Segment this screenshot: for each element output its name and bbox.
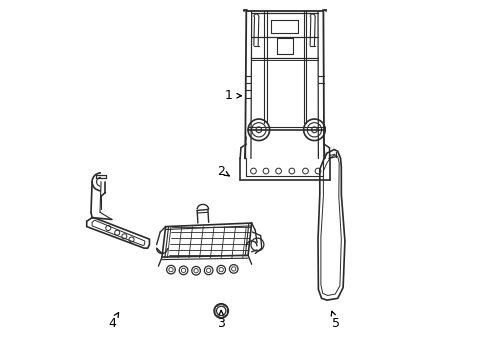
Text: 1: 1 — [224, 89, 232, 102]
Text: 3: 3 — [217, 317, 224, 330]
Text: 5: 5 — [331, 317, 339, 330]
Text: 2: 2 — [217, 165, 224, 177]
Text: 4: 4 — [108, 317, 116, 330]
